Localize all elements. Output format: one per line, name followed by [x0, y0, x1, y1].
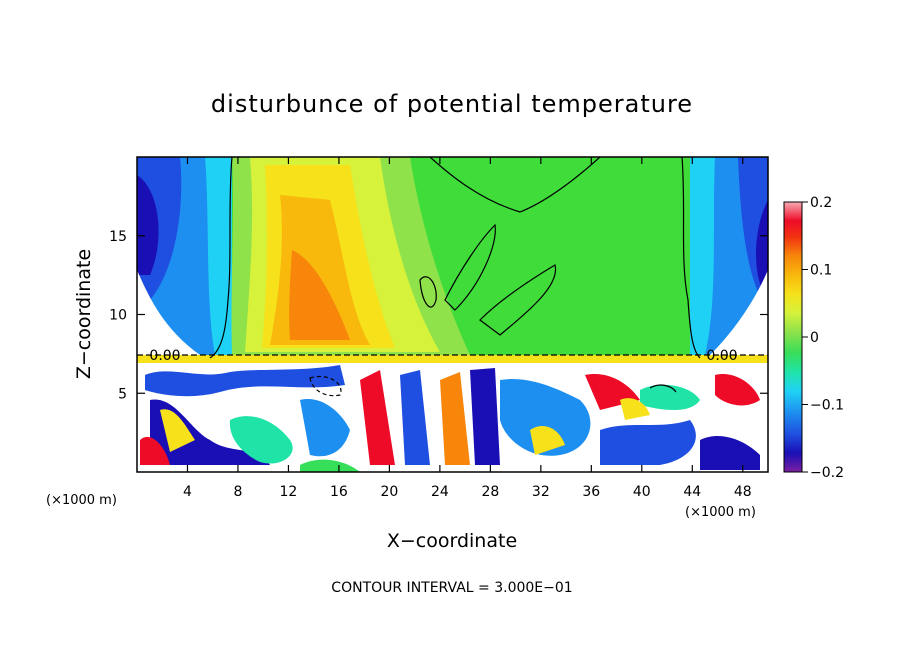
contour-interval-note: CONTOUR INTERVAL = 3.000E−01 [331, 580, 572, 596]
x-tick-label: 40 [633, 484, 651, 500]
x-tick-label: 36 [582, 484, 600, 500]
contour-lines [137, 157, 768, 397]
x-tick-label: 8 [233, 484, 242, 500]
x-tick-label: 44 [683, 484, 701, 500]
colorbar-tick-label: −0.2 [810, 465, 844, 481]
y-tick-label: 10 [109, 308, 127, 324]
x-tick-label: 16 [330, 484, 348, 500]
y-axis-label: Z−coordinate [73, 249, 95, 379]
x-tick-label: 24 [431, 484, 449, 500]
x-unit-label-right: (×1000 m) [685, 505, 756, 520]
x-tick-label: 28 [481, 484, 499, 500]
x-axis-label: X−coordinate [387, 530, 517, 552]
x-tick-label: 4 [183, 484, 192, 500]
x-tick-label: 12 [280, 484, 298, 500]
chart-title: disturbunce of potential temperature [211, 90, 693, 118]
y-axis: 5 10 15 [109, 229, 768, 402]
x-tick-label: 48 [734, 484, 752, 500]
colorbar [783, 201, 803, 473]
y-tick-label: 5 [118, 386, 127, 402]
x-tick-label: 20 [380, 484, 398, 500]
x-unit-label-left: (×1000 m) [46, 493, 117, 508]
x-tick-label: 32 [532, 484, 550, 500]
contour-label: 0.00 [149, 348, 180, 364]
contour-label: 0.00 [706, 348, 737, 364]
x-axis: 4 8 12 16 20 24 28 32 36 40 44 48 [183, 157, 752, 500]
colorbar-ticks: 0.2 0.1 0 −0.1 −0.2 [802, 195, 844, 481]
heatmap-field [137, 157, 768, 472]
colorbar-tick-label: −0.1 [810, 398, 844, 414]
colorbar-tick-label: 0 [810, 330, 819, 346]
colorbar-tick-label: 0.1 [810, 263, 832, 279]
colorbar-tick-label: 0.2 [810, 195, 832, 211]
y-tick-label: 15 [109, 229, 127, 245]
